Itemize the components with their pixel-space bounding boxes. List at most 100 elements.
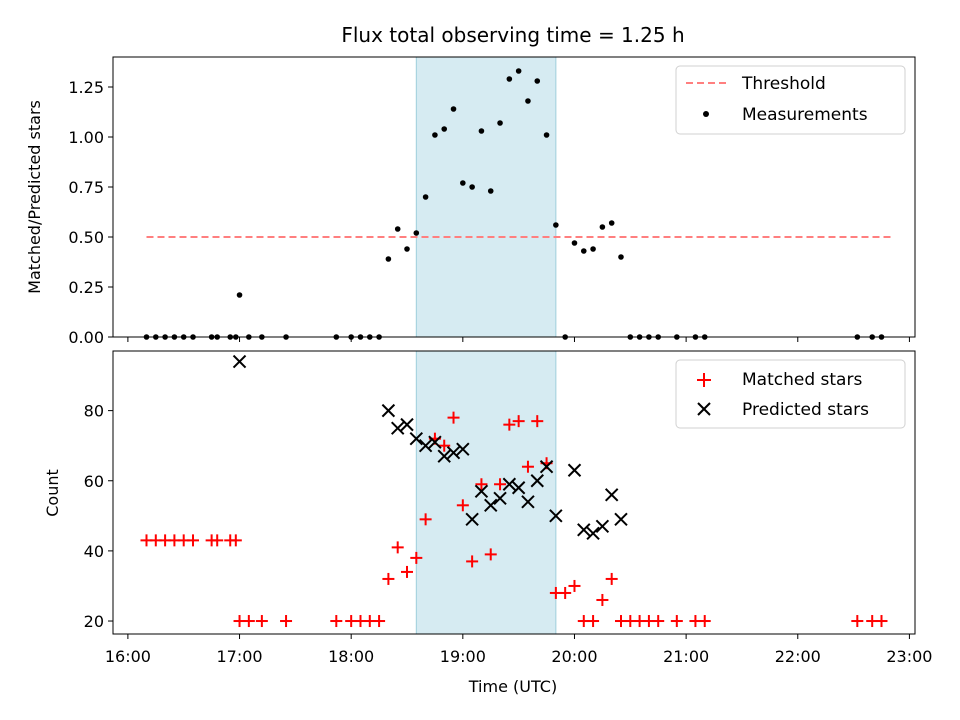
matched-star-point: [382, 572, 395, 585]
x-tick-label: 18:00: [328, 647, 374, 666]
legend-matched-swatch: [697, 373, 711, 387]
predicted-star-point: [418, 438, 433, 453]
legend-measurement-swatch: [703, 111, 709, 117]
matched-star-point: [475, 478, 488, 491]
measurement-point: [590, 246, 596, 252]
x-tick-label: 21:00: [663, 647, 709, 666]
x-tick-label: 16:00: [105, 647, 151, 666]
matched-star-point: [373, 615, 386, 628]
measurement-point: [525, 98, 531, 104]
measurement-point: [478, 128, 485, 134]
predicted-star-point: [381, 403, 396, 418]
bottom-panel: 20 40 60 80 16:00 17:00 18:00 19:00 20:00 21:00 2…: [43, 350, 932, 696]
bottom-y-ticks: 20 40 60 80: [84, 402, 113, 631]
top-y-tick-label: 1.00: [68, 128, 104, 147]
predicted-star-point: [390, 421, 405, 435]
matched-star-point: [494, 478, 507, 491]
top-y-tick-label: 0.50: [68, 228, 104, 247]
predicted-star-point: [530, 474, 544, 488]
matched-star-point: [851, 615, 864, 628]
legend-predicted-label: Predicted stars: [742, 400, 869, 420]
measurement-point: [497, 120, 503, 126]
measurement-point: [432, 132, 438, 138]
measurement-point: [460, 180, 466, 186]
predicted-star-point: [577, 523, 591, 537]
measurement-point: [618, 254, 624, 260]
matched-star-point: [330, 615, 343, 628]
top-y-axis-label: Matched/Predicted stars: [25, 100, 44, 294]
matched-star-point: [447, 411, 460, 424]
predicted-star-point: [539, 460, 554, 474]
bottom-shaded-band: [415, 350, 557, 635]
predicted-star-point: [400, 417, 414, 432]
legend-threshold-label: Threshold: [741, 74, 826, 94]
legend-measurement-label: Measurements: [742, 105, 868, 125]
matched-star-point: [596, 593, 609, 606]
matched-star-point: [605, 572, 618, 585]
measurement-point: [404, 246, 410, 252]
matched-star-point: [559, 586, 572, 599]
matched-star-point: [391, 541, 404, 554]
matched-star-point: [187, 534, 200, 547]
top-y-tick-label: 0.25: [68, 278, 104, 297]
predicted-star-point: [446, 445, 461, 460]
predicted-star-point: [549, 509, 563, 523]
measurement-point: [515, 68, 522, 74]
predicted-star-point: [614, 512, 628, 527]
matched-star-point: [438, 439, 451, 452]
matched-star-point: [410, 551, 423, 564]
measurement-point: [580, 248, 587, 254]
matched-star-point: [242, 615, 255, 628]
matched-star-point: [521, 460, 534, 473]
bottom-legend: Matched stars Predicted stars: [675, 359, 906, 429]
predicted-star-point: [493, 491, 507, 505]
predicted-star-point: [511, 481, 526, 495]
bottom-x-ticks: 16:00 17:00 18:00 19:00 20:00 21:00 22:00 23:00: [105, 634, 932, 666]
measurement-point: [413, 230, 420, 236]
bottom-axes-frame: [112, 350, 916, 635]
predicted-star-point: [465, 512, 479, 527]
matched-star-point: [568, 579, 581, 592]
matched-star-point: [652, 615, 665, 628]
matched-star-point: [401, 565, 414, 578]
top-shaded-band: [415, 56, 557, 338]
measurement-point: [534, 78, 541, 84]
predicted-star-point: [595, 519, 610, 534]
measurement-point: [506, 76, 513, 82]
top-axes-frame: [112, 56, 916, 338]
measurement-point: [487, 188, 494, 194]
x-tick-label: 22:00: [775, 647, 821, 666]
matched-star-point: [503, 418, 516, 431]
top-x-ticks: [127, 337, 910, 342]
predicted-star-point: [484, 498, 498, 513]
matched-star-point: [531, 415, 544, 428]
matched-star-point: [419, 513, 432, 526]
matched-star-point: [456, 499, 469, 512]
legend-matched-label: Matched stars: [742, 370, 862, 390]
x-tick-label: 17:00: [216, 647, 262, 666]
measurement-point: [469, 184, 475, 190]
predicted-star-point: [604, 488, 619, 502]
matched-star-point: [875, 615, 888, 628]
matched-points: [140, 411, 888, 628]
matched-star-point: [466, 555, 479, 568]
x-tick-label: 20:00: [551, 647, 597, 666]
predicted-star-point: [437, 449, 451, 463]
chart-title: Flux total observing time = 1.25 h: [341, 23, 684, 47]
x-axis-label: Time (UTC): [468, 677, 557, 696]
predicted-star-point: [502, 477, 517, 491]
matched-star-point: [587, 615, 600, 628]
measurement-point: [236, 292, 243, 298]
measurement-point: [441, 126, 448, 132]
top-y-tick-label: 0.00: [68, 328, 104, 347]
matched-star-point: [512, 415, 525, 428]
measurement-point: [385, 256, 392, 262]
top-legend: Threshold Measurements: [675, 65, 906, 135]
matched-star-point: [211, 534, 224, 547]
predicted-star-point: [428, 435, 442, 449]
matched-star-point: [255, 615, 268, 628]
top-y-tick-label: 0.75: [68, 178, 104, 197]
measurement-point: [450, 106, 457, 112]
measurement-point: [394, 226, 401, 232]
top-panel: 0.00 0.25 0.50 0.75 1.00 1.25 Matched/Predict…: [25, 56, 916, 347]
